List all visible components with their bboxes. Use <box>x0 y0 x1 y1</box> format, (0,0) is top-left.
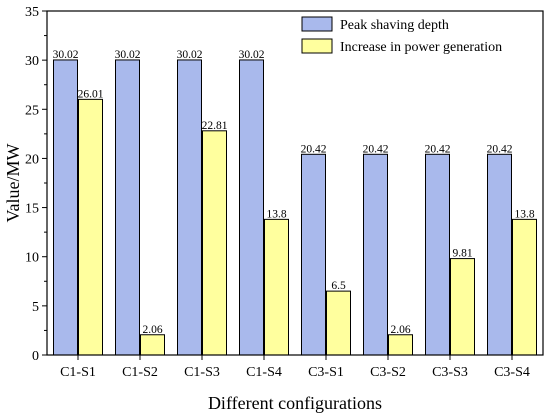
x-tick-label: C3-S4 <box>494 365 530 380</box>
data-label: 20.42 <box>363 143 389 155</box>
x-tick-label: C3-S1 <box>308 365 344 380</box>
data-label: 20.42 <box>425 143 451 155</box>
data-label: 13.8 <box>266 208 286 220</box>
bar <box>487 153 512 356</box>
data-label: 26.01 <box>78 88 104 100</box>
x-tick-label: C1-S2 <box>122 365 158 380</box>
data-label: 2.06 <box>142 324 162 336</box>
x-tick-label: C1-S3 <box>184 365 220 380</box>
x-tick-label: C3-S3 <box>432 365 468 380</box>
y-tick-label: 5 <box>32 300 39 315</box>
data-label: 30.02 <box>239 49 265 61</box>
x-tick-label: C3-S2 <box>370 365 406 380</box>
x-tick-label: C1-S4 <box>246 365 282 380</box>
bar <box>239 59 264 356</box>
y-tick-label: 25 <box>25 103 39 118</box>
bar <box>326 290 351 356</box>
bar <box>115 59 140 356</box>
bar <box>450 258 475 356</box>
y-tick-label: 0 <box>32 349 39 364</box>
bar <box>53 59 78 356</box>
y-tick-label: 20 <box>25 152 39 167</box>
bar <box>425 153 450 356</box>
bar <box>388 334 413 356</box>
bars-layer <box>53 59 537 356</box>
data-label: 13.8 <box>514 208 534 220</box>
data-label: 22.81 <box>202 120 228 132</box>
x-axis: C1-S1 C1-S2 C1-S3 C1-S4 C3-S1 C3-S2 C3-S3 C3-S4 <box>60 355 530 380</box>
data-label: 9.81 <box>452 248 472 260</box>
y-tick-label: 35 <box>25 5 39 20</box>
bar <box>78 98 103 356</box>
data-label: 6.5 <box>331 280 346 292</box>
legend-swatch <box>301 16 333 32</box>
data-label: 20.42 <box>487 143 513 155</box>
legend: Peak shaving depth Increase in power gene… <box>301 16 502 55</box>
y-axis-title: Value/MW <box>3 144 23 223</box>
bar <box>512 218 537 356</box>
y-tick-label: 10 <box>25 251 39 266</box>
bar <box>363 153 388 356</box>
x-axis-title: Different configurations <box>208 393 382 413</box>
data-labels-layer: 30.02 26.01 30.02 2.06 30.02 22.81 30.02 13.8 20… <box>53 49 535 336</box>
data-label: 2.06 <box>390 324 410 336</box>
data-label: 30.02 <box>53 49 79 61</box>
legend-swatch <box>301 38 333 54</box>
y-tick-label: 30 <box>25 54 39 69</box>
x-tick-label: C1-S1 <box>60 365 96 380</box>
data-label: 30.02 <box>115 49 141 61</box>
bar <box>140 334 165 356</box>
bar <box>264 218 289 356</box>
data-label: 30.02 <box>177 49 203 61</box>
bar <box>301 153 326 356</box>
data-label: 20.42 <box>301 143 327 155</box>
legend-label: Peak shaving depth <box>340 18 449 33</box>
y-tick-label: 15 <box>25 202 39 217</box>
bar <box>177 59 202 356</box>
y-axis: 0 5 10 15 20 25 30 35 <box>25 5 47 364</box>
legend-label: Increase in power generation <box>340 40 502 55</box>
bar <box>202 130 227 356</box>
